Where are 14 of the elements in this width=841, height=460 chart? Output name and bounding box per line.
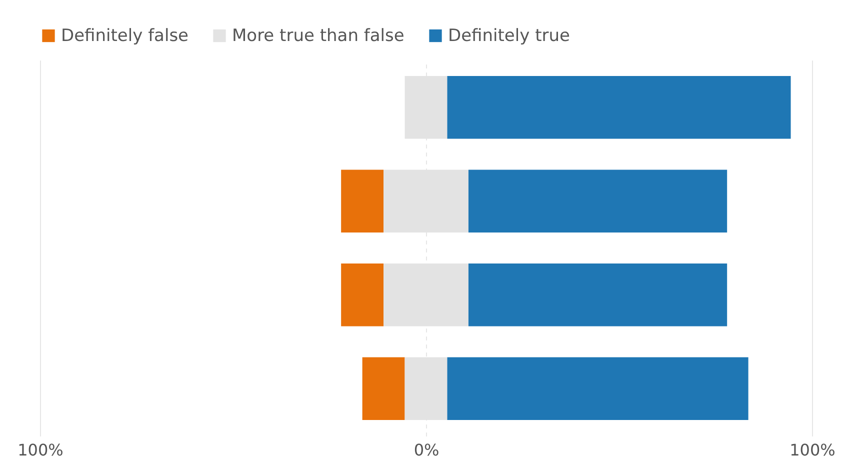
x-tick-label: 0% <box>414 440 440 460</box>
bar <box>468 170 728 233</box>
bar <box>384 263 468 326</box>
bar <box>447 76 791 139</box>
x-tick-label: 100% <box>790 440 836 460</box>
bar <box>447 357 748 420</box>
bar <box>341 263 384 326</box>
bar <box>341 170 384 233</box>
legend-label: Definitely true <box>448 26 570 46</box>
bar <box>362 357 405 420</box>
legend-label: More true than false <box>232 26 404 46</box>
bar <box>468 263 728 326</box>
legend-label: Definitely false <box>61 26 189 46</box>
x-tick-label: 100% <box>18 440 64 460</box>
